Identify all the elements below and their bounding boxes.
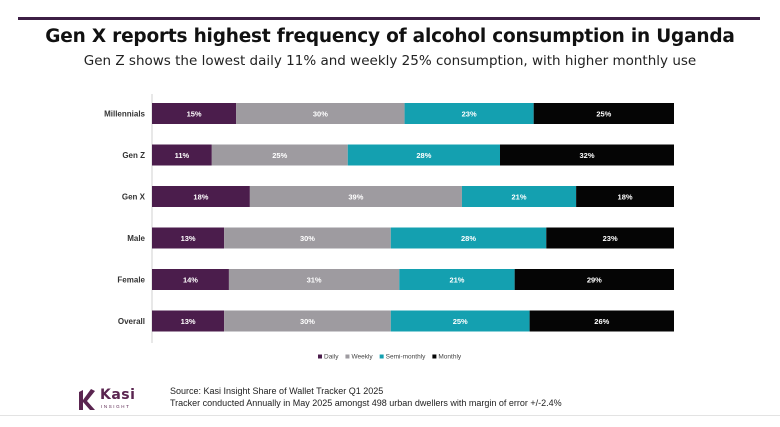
bar-segment-weekly [224, 227, 391, 249]
data-label: 29% [587, 276, 602, 285]
data-label: 23% [462, 110, 477, 119]
data-label: 30% [300, 234, 315, 243]
data-label: 18% [193, 193, 208, 202]
bar-segment-semi-monthly [461, 186, 577, 207]
bar-segment-daily [152, 186, 250, 207]
source-note: Source: Kasi Insight Share of Wallet Tra… [170, 385, 562, 409]
bar-segment-daily [152, 144, 212, 166]
category-label: Male [127, 234, 145, 243]
bar-segment-semi-monthly [390, 227, 547, 249]
bottom-rule [0, 415, 780, 416]
methodology-line: Tracker conducted Annually in May 2025 a… [170, 398, 562, 408]
data-label: 25% [272, 151, 287, 160]
data-label: 25% [453, 317, 468, 326]
bar-segment-semi-monthly [390, 310, 530, 332]
data-label: 32% [579, 151, 594, 160]
data-label: 23% [603, 234, 618, 243]
data-label: 13% [181, 317, 196, 326]
data-label: 18% [618, 193, 633, 202]
bar-segment-semi-monthly [399, 269, 515, 290]
data-label: 28% [461, 234, 476, 243]
source-line: Source: Kasi Insight Share of Wallet Tra… [170, 386, 384, 396]
legend-label: Semi-monthly [386, 354, 426, 361]
legend-label: Daily [324, 354, 339, 361]
chart-subtitle: Gen Z shows the lowest daily 11% and wee… [83, 53, 697, 69]
bar-segment-weekly [228, 269, 400, 290]
bar-segment-monthly [533, 103, 674, 124]
bar-segment-weekly [236, 103, 405, 124]
data-label: 30% [300, 317, 315, 326]
kasi-logo-icon [79, 389, 95, 410]
bar-segment-semi-monthly [404, 103, 534, 124]
legend-label: Monthly [438, 354, 462, 361]
top-rule [18, 17, 760, 20]
logo-wordmark: Kasi [100, 387, 136, 403]
data-label: 30% [313, 110, 328, 119]
bar-segment-monthly [529, 310, 674, 332]
data-label: 21% [512, 193, 527, 202]
data-label: 14% [183, 276, 198, 285]
data-label: 11% [175, 151, 190, 160]
data-label: 13% [181, 234, 196, 243]
data-label: 15% [187, 110, 202, 119]
legend-swatch [345, 354, 350, 359]
category-label: Overall [118, 317, 145, 326]
bar-segment-weekly [249, 186, 462, 207]
bar-segment-daily [152, 227, 225, 249]
bar-segment-daily [152, 103, 237, 124]
bar-segment-daily [152, 269, 229, 290]
bar-segment-semi-monthly [347, 144, 500, 166]
bar-segment-monthly [514, 269, 674, 290]
chart-title: Gen X reports highest frequency of alcoh… [45, 26, 735, 47]
bar-segment-monthly [576, 186, 674, 207]
bar-segment-weekly [224, 310, 391, 332]
data-label: 25% [596, 110, 611, 119]
category-label: Female [117, 276, 145, 285]
data-label: 39% [348, 193, 363, 202]
legend-swatch [318, 354, 322, 359]
bar-segment-monthly [546, 227, 674, 249]
bar-segment-monthly [500, 144, 674, 166]
category-label: Gen Z [122, 151, 145, 160]
logo-tagline: INSIGHT [101, 404, 131, 409]
legend-label: Weekly [351, 354, 373, 361]
data-label: 31% [307, 276, 322, 285]
bar-segment-daily [152, 310, 225, 332]
legend-swatch [379, 354, 384, 359]
category-label: Gen X [122, 193, 146, 202]
category-label: Millennials [104, 110, 145, 119]
data-label: 28% [416, 151, 431, 160]
legend-swatch [432, 354, 437, 359]
data-label: 26% [594, 317, 609, 326]
bar-segment-weekly [211, 144, 348, 166]
kasi-logo: Kasi INSIGHT [76, 384, 156, 416]
data-label: 21% [449, 276, 464, 285]
